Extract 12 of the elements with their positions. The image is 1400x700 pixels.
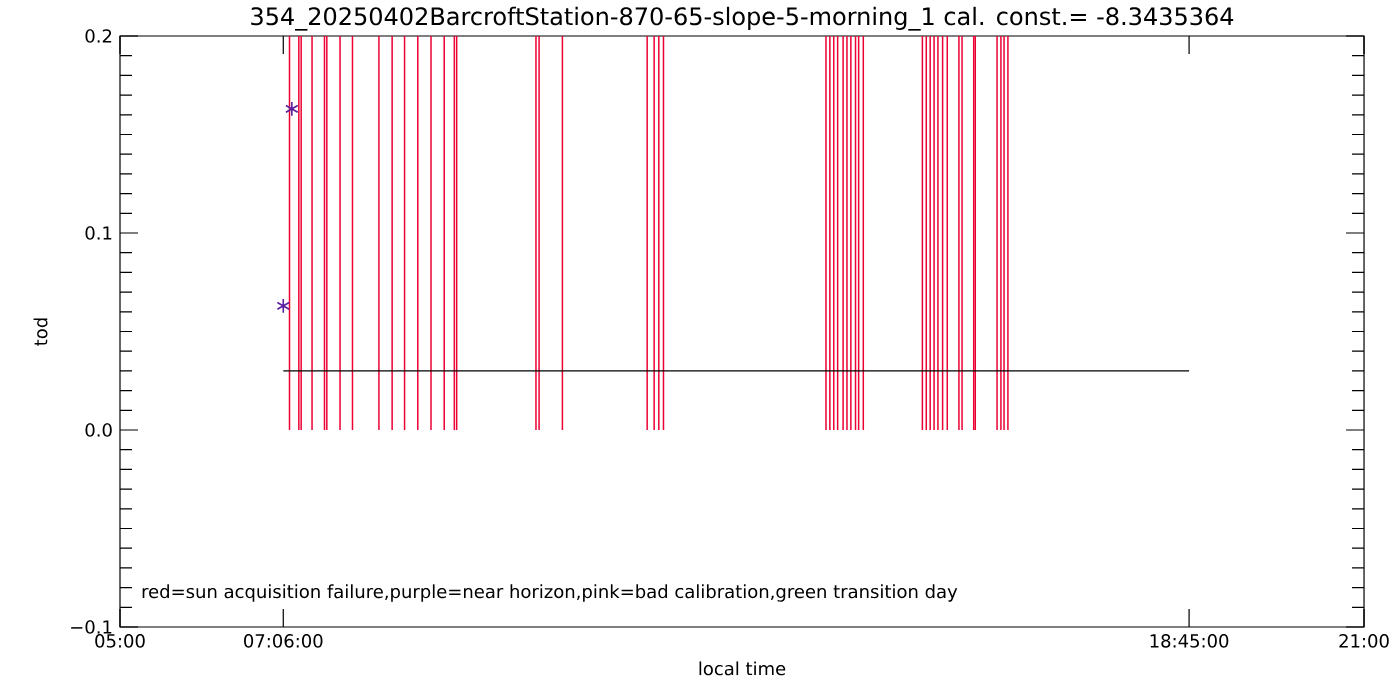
y-axis-title: tod [33, 318, 48, 346]
y-tick-label: 0.2 [85, 29, 112, 43]
y-tick-label: 0.1 [85, 226, 112, 240]
x-tick-label: 07:06:00 [244, 634, 323, 648]
x-tick-label: 18:45:00 [1150, 634, 1229, 648]
y-tick-label: −0.1 [71, 620, 112, 634]
x-tick-label: 05:00 [95, 634, 145, 648]
x-axis-title: local time [699, 661, 786, 676]
y-tick-label: 0.0 [85, 423, 112, 437]
x-tick-label: 21:00 [1339, 634, 1389, 648]
annotation: red=sun acquisition failure,purple=near horizon,pink=bad calibration,green transition day [142, 584, 958, 602]
chart-title: 354_20250402BarcroftStation-870-65-slope-5-morning_1 cal. const.= -8.3435364 [251, 6, 1234, 31]
